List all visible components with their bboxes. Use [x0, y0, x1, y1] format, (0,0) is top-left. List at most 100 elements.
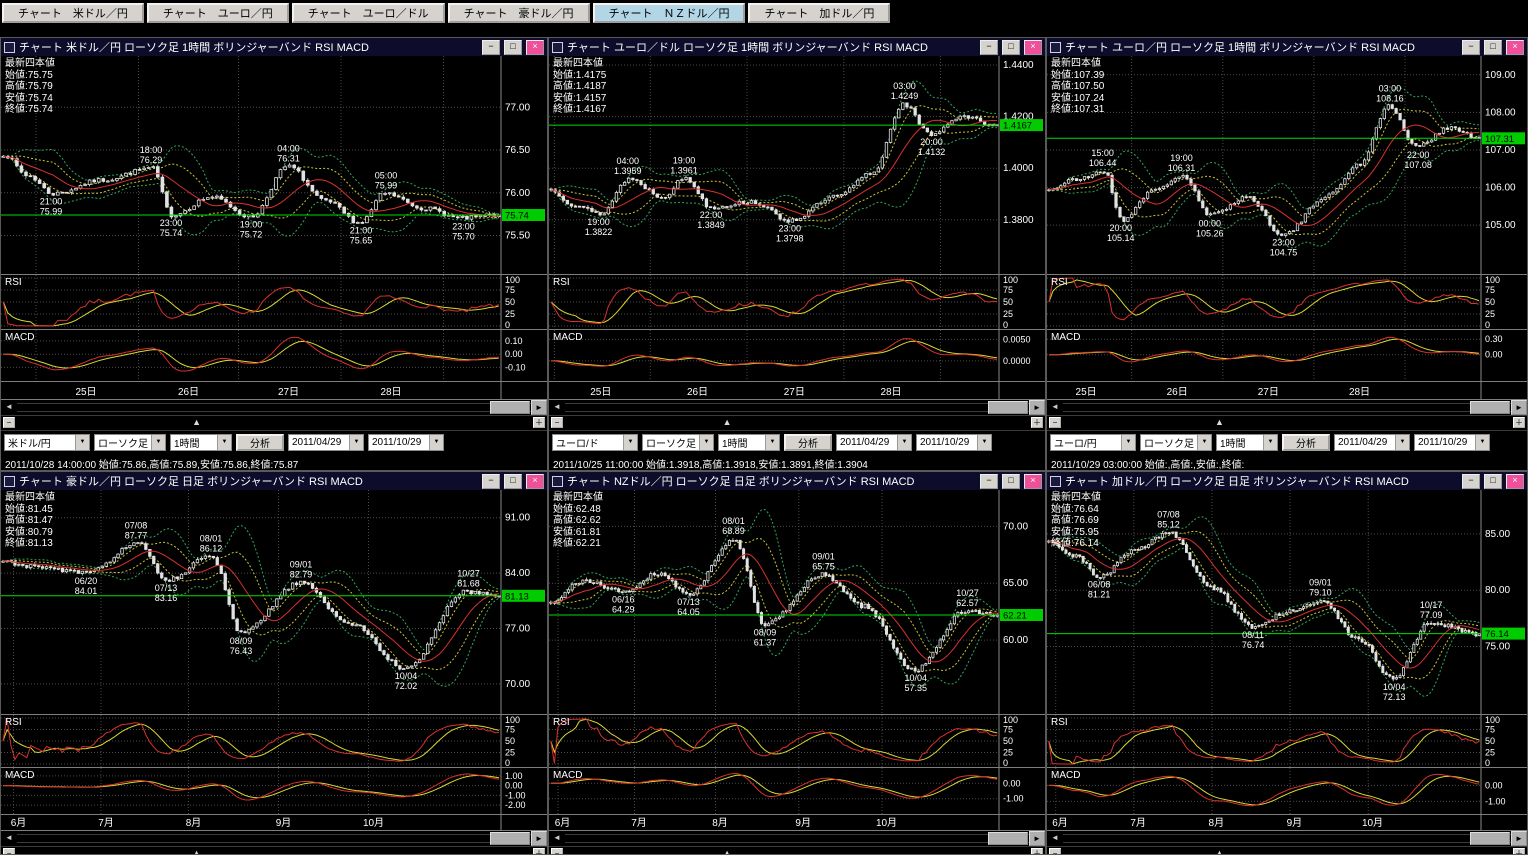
zoom-in-button[interactable]: ＋ — [533, 848, 545, 854]
scrollbar-track[interactable] — [1063, 832, 1511, 845]
zoom-slider[interactable]: − ▲ ＋ — [549, 846, 1045, 855]
zoom-slider-marker-icon[interactable]: ▲ — [722, 848, 732, 855]
window-titlebar[interactable]: チャート NZドル／円 ローソク足 日足 ボリンジャーバンド RSI MACD … — [549, 472, 1045, 490]
zoom-slider-marker-icon[interactable]: ▲ — [192, 417, 202, 427]
analyze-button[interactable]: 分析 — [1282, 434, 1330, 451]
main-chart[interactable]: 77.00 76.50 76.00 75.50 75.74 21:00 75.99 18:00… — [1, 56, 547, 275]
macd-pane[interactable]: 0.10 0.00 -0.10 MACD — [1, 330, 547, 382]
macd-pane[interactable]: 0.0050 0.0000 MACD — [549, 330, 1045, 382]
rsi-pane[interactable]: 100 75 50 25 0 RSI — [1047, 275, 1527, 330]
macd-pane[interactable]: 0.00 -1.00 MACD — [549, 768, 1045, 815]
maximize-button[interactable]: □ — [1484, 39, 1502, 55]
close-button[interactable]: × — [1506, 39, 1524, 55]
minimize-button[interactable]: − — [482, 473, 500, 489]
date-to-select[interactable]: 2011/10/29 ▼ — [916, 434, 992, 451]
close-button[interactable]: × — [526, 39, 544, 55]
maximize-button[interactable]: □ — [1484, 473, 1502, 489]
zoom-in-button[interactable]: ＋ — [1031, 417, 1043, 428]
zoom-slider-marker-icon[interactable]: ▲ — [1215, 848, 1224, 855]
main-chart[interactable]: 70.00 65.00 60.00 62.21 06/16 64.29 07/13 64.05… — [549, 490, 1045, 715]
chart-scrollbar[interactable]: ◄ ► — [549, 831, 1045, 846]
tab-usdjpy[interactable]: チャート 米ドル／円 — [2, 3, 144, 23]
scrollbar-left-arrow-icon[interactable]: ◄ — [1047, 831, 1063, 846]
scrollbar-track[interactable] — [17, 832, 531, 845]
main-chart[interactable]: 109.00 108.00 107.00 106.00 105.00 107.31 15:0… — [1047, 56, 1527, 275]
scrollbar-thumb[interactable] — [1470, 401, 1510, 414]
window-titlebar[interactable]: チャート 豪ドル／円 ローソク足 日足 ボリンジャーバンド RSI MACD −… — [1, 472, 547, 490]
zoom-slider[interactable]: − ▲ ＋ — [1, 415, 547, 430]
minimize-button[interactable]: − — [1462, 39, 1480, 55]
zoom-out-button[interactable]: − — [551, 417, 563, 428]
timeframe-select[interactable]: 1時間 ▼ — [1216, 434, 1278, 451]
zoom-slider-marker-icon[interactable]: ▲ — [192, 848, 202, 855]
close-button[interactable]: × — [1506, 473, 1524, 489]
minimize-button[interactable]: − — [1462, 473, 1480, 489]
rsi-pane[interactable]: 100 75 50 25 0 RSI — [1, 715, 547, 768]
window-titlebar[interactable]: チャート ユーロ／ドル ローソク足 1時間 ボリンジャーバンド RSI MACD… — [549, 38, 1045, 56]
analyze-button[interactable]: 分析 — [236, 434, 284, 451]
macd-pane[interactable]: 0.00 -1.00 MACD — [1047, 768, 1527, 815]
scrollbar-left-arrow-icon[interactable]: ◄ — [1, 831, 17, 846]
date-from-select[interactable]: 2011/04/29 ▼ — [836, 434, 912, 451]
scrollbar-left-arrow-icon[interactable]: ◄ — [549, 400, 565, 415]
zoom-in-button[interactable]: ＋ — [533, 417, 545, 428]
zoom-slider[interactable]: − ▲ ＋ — [1047, 415, 1527, 430]
window-titlebar[interactable]: チャート 米ドル／円 ローソク足 1時間 ボリンジャーバンド RSI MACD … — [1, 38, 547, 56]
pair-select[interactable]: 米ドル/円 ▼ — [4, 434, 90, 451]
zoom-in-button[interactable]: ＋ — [1031, 848, 1043, 854]
scrollbar-thumb[interactable] — [490, 401, 530, 414]
scrollbar-right-arrow-icon[interactable]: ► — [531, 400, 547, 415]
zoom-out-button[interactable]: − — [3, 848, 15, 854]
tab-nzdjpy[interactable]: チャート ＮＺドル／円 — [592, 3, 746, 23]
scrollbar-thumb[interactable] — [490, 832, 530, 845]
maximize-button[interactable]: □ — [1002, 39, 1020, 55]
minimize-button[interactable]: − — [980, 39, 998, 55]
zoom-slider-marker-icon[interactable]: ▲ — [1215, 417, 1224, 427]
rsi-pane[interactable]: 100 75 50 25 0 RSI — [1047, 715, 1527, 768]
scrollbar-right-arrow-icon[interactable]: ► — [1511, 400, 1527, 415]
close-button[interactable]: × — [526, 473, 544, 489]
zoom-out-button[interactable]: − — [1049, 848, 1061, 854]
scrollbar-right-arrow-icon[interactable]: ► — [1029, 831, 1045, 846]
scrollbar-track[interactable] — [565, 832, 1029, 845]
scrollbar-right-arrow-icon[interactable]: ► — [1511, 831, 1527, 846]
rsi-pane[interactable]: 100 75 50 25 0 RSI — [549, 715, 1045, 768]
timeframe-select[interactable]: 1時間 ▼ — [170, 434, 232, 451]
close-button[interactable]: × — [1024, 39, 1042, 55]
minimize-button[interactable]: − — [482, 39, 500, 55]
chart-scrollbar[interactable]: ◄ ► — [549, 400, 1045, 415]
timeframe-select[interactable]: 1時間 ▼ — [718, 434, 780, 451]
zoom-out-button[interactable]: − — [1049, 417, 1061, 428]
minimize-button[interactable]: − — [980, 473, 998, 489]
scrollbar-thumb[interactable] — [988, 401, 1028, 414]
window-titlebar[interactable]: チャート ユーロ／円 ローソク足 1時間 ボリンジャーバンド RSI MACD … — [1047, 38, 1527, 56]
rsi-pane[interactable]: 100 75 50 25 0 RSI — [1, 275, 547, 330]
main-chart[interactable]: 91.00 84.00 77.00 70.00 81.13 06/20 84.01 07/08… — [1, 490, 547, 715]
zoom-slider-marker-icon[interactable]: ▲ — [722, 417, 732, 427]
scrollbar-left-arrow-icon[interactable]: ◄ — [1047, 400, 1063, 415]
date-to-select[interactable]: 2011/10/29 ▼ — [1414, 434, 1490, 451]
zoom-in-button[interactable]: ＋ — [1513, 848, 1525, 854]
maximize-button[interactable]: □ — [504, 473, 522, 489]
macd-pane[interactable]: 0.30 0.00 MACD — [1047, 330, 1527, 382]
scrollbar-thumb[interactable] — [1470, 832, 1510, 845]
tab-eurusd[interactable]: チャート ユーロ／ドル — [291, 3, 445, 23]
rsi-pane[interactable]: 100 75 50 25 0 RSI — [549, 275, 1045, 330]
scrollbar-track[interactable] — [565, 401, 1029, 414]
date-from-select[interactable]: 2011/04/29 ▼ — [1334, 434, 1410, 451]
chart-scrollbar[interactable]: ◄ ► — [1047, 831, 1527, 846]
tab-cadjpy[interactable]: チャート 加ドル／円 — [748, 3, 891, 23]
date-from-select[interactable]: 2011/04/29 ▼ — [288, 434, 364, 451]
zoom-out-button[interactable]: − — [551, 848, 563, 854]
main-chart[interactable]: 1.4400 1.4200 1.4000 1.3800 1.4167 19:00 1.382… — [549, 56, 1045, 275]
maximize-button[interactable]: □ — [504, 39, 522, 55]
zoom-out-button[interactable]: − — [3, 417, 15, 428]
scrollbar-left-arrow-icon[interactable]: ◄ — [549, 831, 565, 846]
scrollbar-track[interactable] — [1063, 401, 1511, 414]
tab-audjpy[interactable]: チャート 豪ドル／円 — [447, 3, 590, 23]
maximize-button[interactable]: □ — [1002, 473, 1020, 489]
scrollbar-right-arrow-icon[interactable]: ► — [531, 831, 547, 846]
zoom-in-button[interactable]: ＋ — [1513, 417, 1525, 428]
tab-eurjpy[interactable]: チャート ユーロ／円 — [146, 3, 289, 23]
zoom-slider[interactable]: − ▲ ＋ — [549, 415, 1045, 430]
